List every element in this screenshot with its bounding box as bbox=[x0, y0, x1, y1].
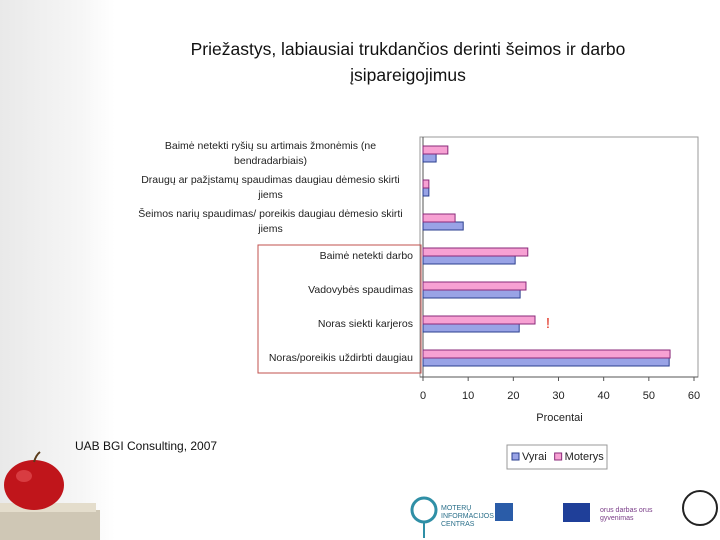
bar bbox=[422, 145, 449, 155]
y-tick-label: Noras siekti karjeros bbox=[317, 317, 413, 330]
y-tick-label: Noras/poreikis uždirbti daugiau bbox=[268, 351, 413, 364]
side-strip bbox=[0, 0, 115, 540]
bar bbox=[422, 179, 430, 189]
y-tick-label: Baimė netekti darbo bbox=[319, 249, 413, 262]
bar bbox=[422, 221, 464, 231]
slide-title: Priežastys, labiausiai trukdančios derin… bbox=[190, 39, 626, 85]
legend-swatch bbox=[511, 452, 520, 461]
bar bbox=[422, 357, 670, 367]
x-tick-label: 20 bbox=[507, 390, 519, 402]
logo-text: MOTERŲ INFORMACIJOS CENTRAS bbox=[441, 505, 494, 528]
bar bbox=[422, 349, 671, 359]
x-tick-label: 50 bbox=[643, 390, 655, 402]
x-tick-label: 40 bbox=[598, 390, 610, 402]
legend-label: Vyrai bbox=[522, 451, 547, 463]
logos bbox=[410, 490, 718, 538]
x-tick-label: 30 bbox=[552, 390, 564, 402]
highlight-box bbox=[257, 244, 422, 374]
bar bbox=[422, 323, 520, 333]
x-tick-label: 0 bbox=[420, 390, 426, 402]
annotation: ! bbox=[546, 315, 550, 332]
x-tick-label: 10 bbox=[462, 390, 474, 402]
footer: UAB BGI Consulting, 2007 bbox=[75, 439, 218, 453]
y-tick-label: Draugų ar pažįstamų spaudimas daugiau dė… bbox=[141, 174, 400, 201]
legend-swatch bbox=[554, 452, 563, 461]
bar bbox=[422, 213, 456, 223]
x-axis-label: Procentai bbox=[536, 412, 582, 424]
logo-text: orus darbas orus gyvenimas bbox=[600, 507, 653, 522]
bar bbox=[422, 153, 437, 163]
bar bbox=[422, 187, 430, 197]
bar bbox=[422, 247, 529, 257]
bar bbox=[422, 315, 536, 325]
x-tick-label: 60 bbox=[688, 390, 700, 402]
bar bbox=[422, 289, 521, 299]
y-tick-label: Vadovybės spaudimas bbox=[308, 283, 413, 296]
apple-decoration bbox=[0, 451, 100, 540]
y-tick-label: Baimė netekti ryšių su artimais žmonėmis… bbox=[164, 140, 377, 167]
bar bbox=[422, 281, 527, 291]
bar bbox=[422, 255, 516, 265]
y-tick-label: Šeimos narių spaudimas/ poreikis daugiau… bbox=[138, 208, 403, 235]
legend-label: Moterys bbox=[565, 451, 605, 463]
